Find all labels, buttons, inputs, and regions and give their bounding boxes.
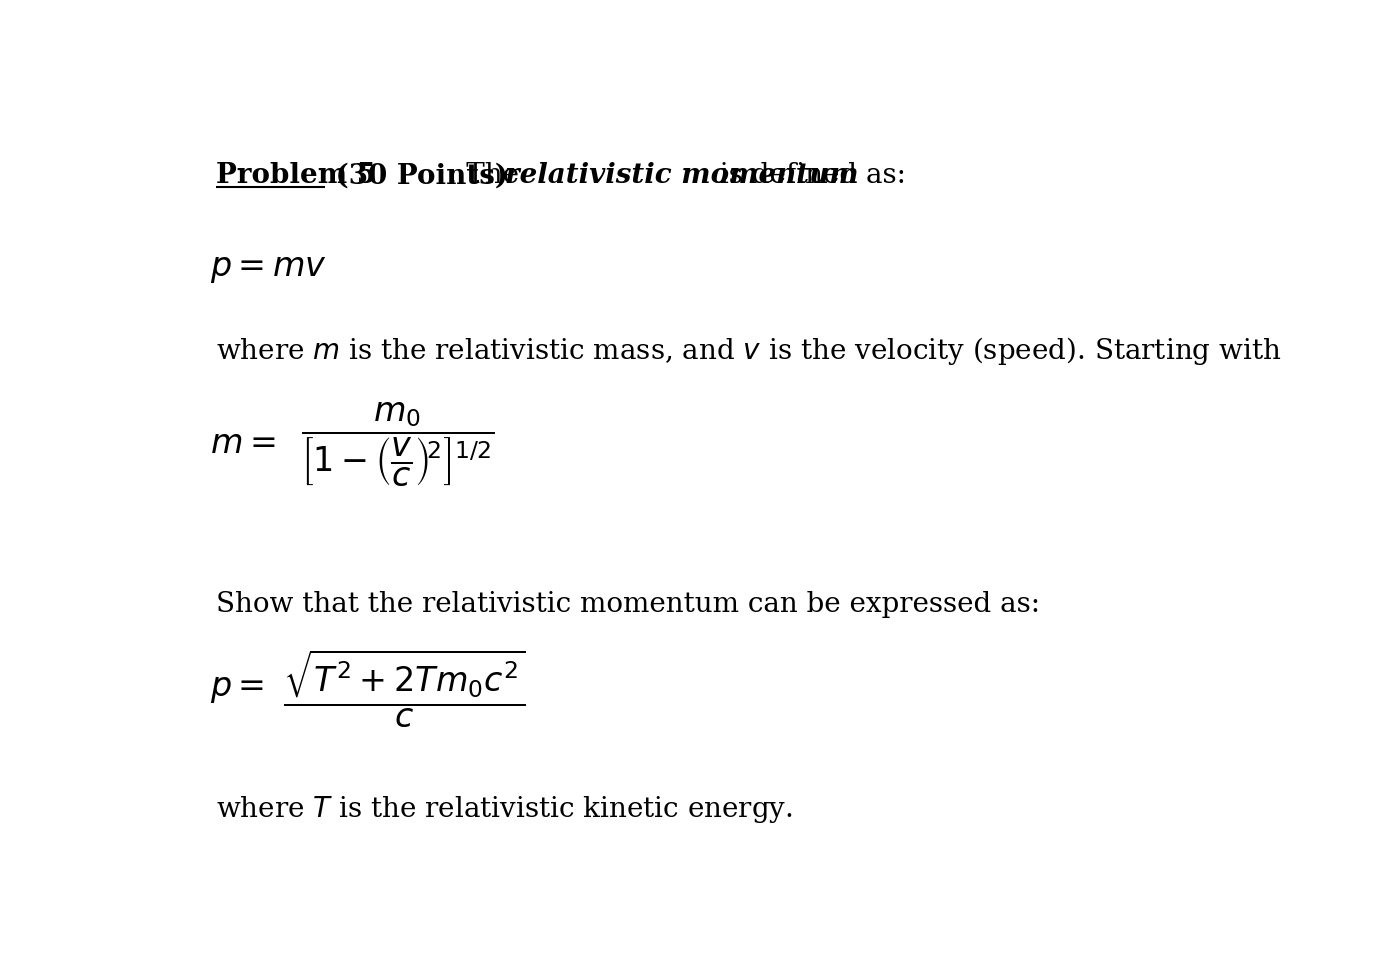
- Text: $m =$: $m =$: [210, 429, 275, 460]
- Text: (30 Points): (30 Points): [326, 162, 507, 190]
- Text: $p =$: $p =$: [210, 673, 264, 705]
- Text: relativistic momentum: relativistic momentum: [504, 162, 858, 190]
- Text: Show that the relativistic momentum can be expressed as:: Show that the relativistic momentum can …: [216, 591, 1039, 618]
- Text: $p = mv$: $p = mv$: [210, 253, 328, 284]
- Text: $\dfrac{\sqrt{T^2 + 2Tm_0c^2}}{c}$: $\dfrac{\sqrt{T^2 + 2Tm_0c^2}}{c}$: [283, 648, 525, 730]
- Text: where $T$ is the relativistic kinetic energy.: where $T$ is the relativistic kinetic en…: [216, 794, 792, 826]
- Text: $\dfrac{m_0}{\left[1-\left(\dfrac{v}{c}\right)^{\!2}\right]^{1/2}}$: $\dfrac{m_0}{\left[1-\left(\dfrac{v}{c}\…: [301, 401, 495, 488]
- Text: : The: : The: [448, 162, 528, 190]
- Text: is defined as:: is defined as:: [712, 162, 907, 190]
- Text: where $m$ is the relativistic mass, and $v$ is the velocity (speed). Starting wi: where $m$ is the relativistic mass, and …: [216, 335, 1281, 367]
- Text: Problem 5: Problem 5: [216, 162, 376, 190]
